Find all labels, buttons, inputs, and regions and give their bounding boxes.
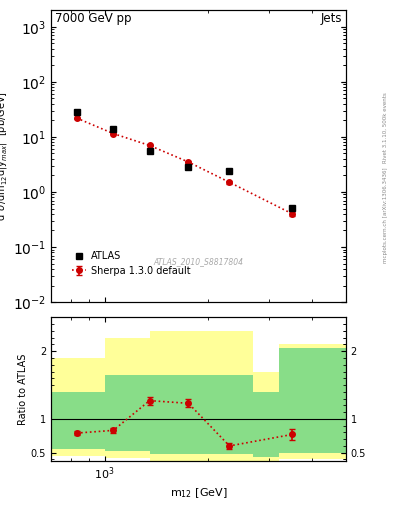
Legend: ATLAS, Sherpa 1.3.0 default: ATLAS, Sherpa 1.3.0 default bbox=[68, 247, 195, 280]
Bar bbox=[51, 392, 105, 449]
Bar bbox=[150, 375, 253, 454]
Bar bbox=[253, 372, 279, 461]
ATLAS bbox=[111, 126, 116, 132]
ATLAS bbox=[227, 168, 232, 174]
ATLAS bbox=[147, 148, 152, 154]
Bar bbox=[150, 331, 253, 461]
Text: Jets: Jets bbox=[320, 12, 342, 25]
Bar bbox=[279, 348, 346, 453]
Text: 7000 GeV pp: 7000 GeV pp bbox=[55, 12, 132, 25]
Text: Rivet 3.1.10, 500k events: Rivet 3.1.10, 500k events bbox=[383, 93, 388, 163]
Y-axis label: Ratio to ATLAS: Ratio to ATLAS bbox=[18, 353, 28, 425]
Y-axis label: d$^2\sigma$/dm$_{12}$d|y$_{max}$|  [pb/GeV]: d$^2\sigma$/dm$_{12}$d|y$_{max}$| [pb/Ge… bbox=[0, 91, 10, 221]
Bar bbox=[105, 338, 150, 458]
Bar bbox=[253, 392, 279, 457]
Text: mcplots.cern.ch [arXiv:1306.3436]: mcplots.cern.ch [arXiv:1306.3436] bbox=[383, 167, 388, 263]
Bar bbox=[51, 358, 105, 456]
Text: ATLAS_2010_S8817804: ATLAS_2010_S8817804 bbox=[153, 257, 244, 266]
ATLAS bbox=[186, 164, 191, 170]
Bar bbox=[279, 345, 346, 459]
ATLAS bbox=[74, 109, 79, 115]
Bar bbox=[105, 375, 150, 452]
ATLAS bbox=[290, 204, 295, 210]
Line: ATLAS: ATLAS bbox=[73, 109, 296, 211]
X-axis label: m$_{12}$ [GeV]: m$_{12}$ [GeV] bbox=[170, 486, 227, 500]
